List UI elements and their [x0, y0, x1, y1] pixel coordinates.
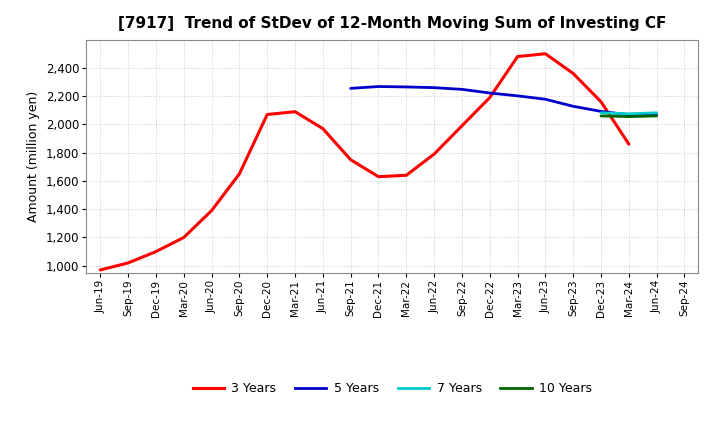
3 Years [624, 142, 633, 147]
Line: 7 Years: 7 Years [601, 113, 657, 114]
5 Years [458, 87, 467, 92]
3 Years [374, 174, 383, 180]
3 Years [402, 172, 410, 178]
10 Years [624, 114, 633, 119]
3 Years [96, 268, 104, 273]
10 Years [652, 113, 661, 118]
5 Years [374, 84, 383, 89]
3 Years [597, 99, 606, 104]
3 Years [485, 95, 494, 100]
5 Years [430, 85, 438, 90]
3 Years [458, 123, 467, 128]
3 Years [569, 71, 577, 76]
5 Years [569, 104, 577, 109]
Line: 5 Years: 5 Years [351, 87, 657, 115]
5 Years [541, 97, 550, 102]
10 Years [597, 113, 606, 118]
5 Years [402, 84, 410, 90]
3 Years [346, 157, 355, 162]
7 Years [624, 111, 633, 117]
7 Years [597, 110, 606, 115]
3 Years [235, 171, 243, 176]
Y-axis label: Amount (million yen): Amount (million yen) [27, 91, 40, 222]
5 Years [597, 109, 606, 114]
3 Years [541, 51, 550, 56]
Line: 3 Years: 3 Years [100, 54, 629, 270]
5 Years [346, 86, 355, 91]
3 Years [124, 260, 132, 266]
Legend: 3 Years, 5 Years, 7 Years, 10 Years: 3 Years, 5 Years, 7 Years, 10 Years [188, 377, 597, 400]
3 Years [152, 249, 161, 254]
3 Years [263, 112, 271, 117]
3 Years [207, 208, 216, 213]
5 Years [624, 112, 633, 117]
5 Years [485, 90, 494, 95]
3 Years [291, 109, 300, 114]
3 Years [430, 151, 438, 157]
5 Years [652, 112, 661, 117]
5 Years [513, 93, 522, 99]
3 Years [318, 126, 327, 131]
3 Years [179, 235, 188, 240]
Title: [7917]  Trend of StDev of 12-Month Moving Sum of Investing CF: [7917] Trend of StDev of 12-Month Moving… [118, 16, 667, 32]
3 Years [513, 54, 522, 59]
Line: 10 Years: 10 Years [601, 116, 657, 117]
7 Years [652, 110, 661, 115]
